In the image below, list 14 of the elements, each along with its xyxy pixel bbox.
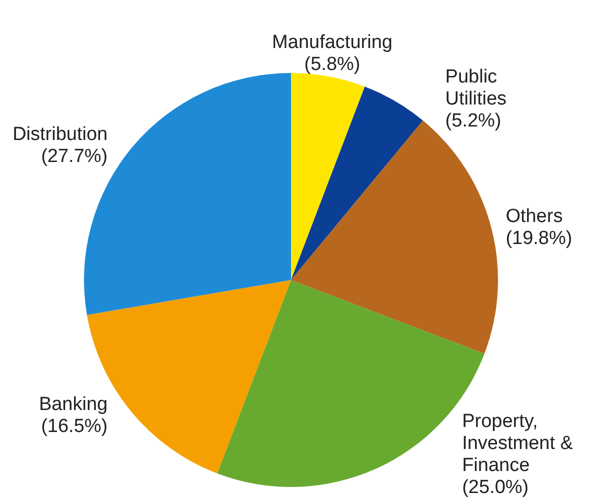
data-label: (5.8%) <box>304 54 360 75</box>
data-label: (16.5%) <box>41 416 108 438</box>
slice-label: Others <box>506 206 563 228</box>
slice-label: Distribution <box>12 124 108 145</box>
pie-slice <box>291 86 423 280</box>
pie-slice <box>291 73 365 280</box>
slice-label: Manufacturing <box>272 32 392 53</box>
slice-label: Property, Investment & Finance <box>462 411 574 476</box>
slice-label: Public Utilities <box>445 66 507 110</box>
data-label: (27.7%) <box>41 146 108 167</box>
data-label: (25.0%) <box>462 477 529 498</box>
data-label: (5.2%) <box>445 110 502 132</box>
slice-label: Banking <box>38 394 108 416</box>
data-label: (19.8%) <box>506 228 572 250</box>
